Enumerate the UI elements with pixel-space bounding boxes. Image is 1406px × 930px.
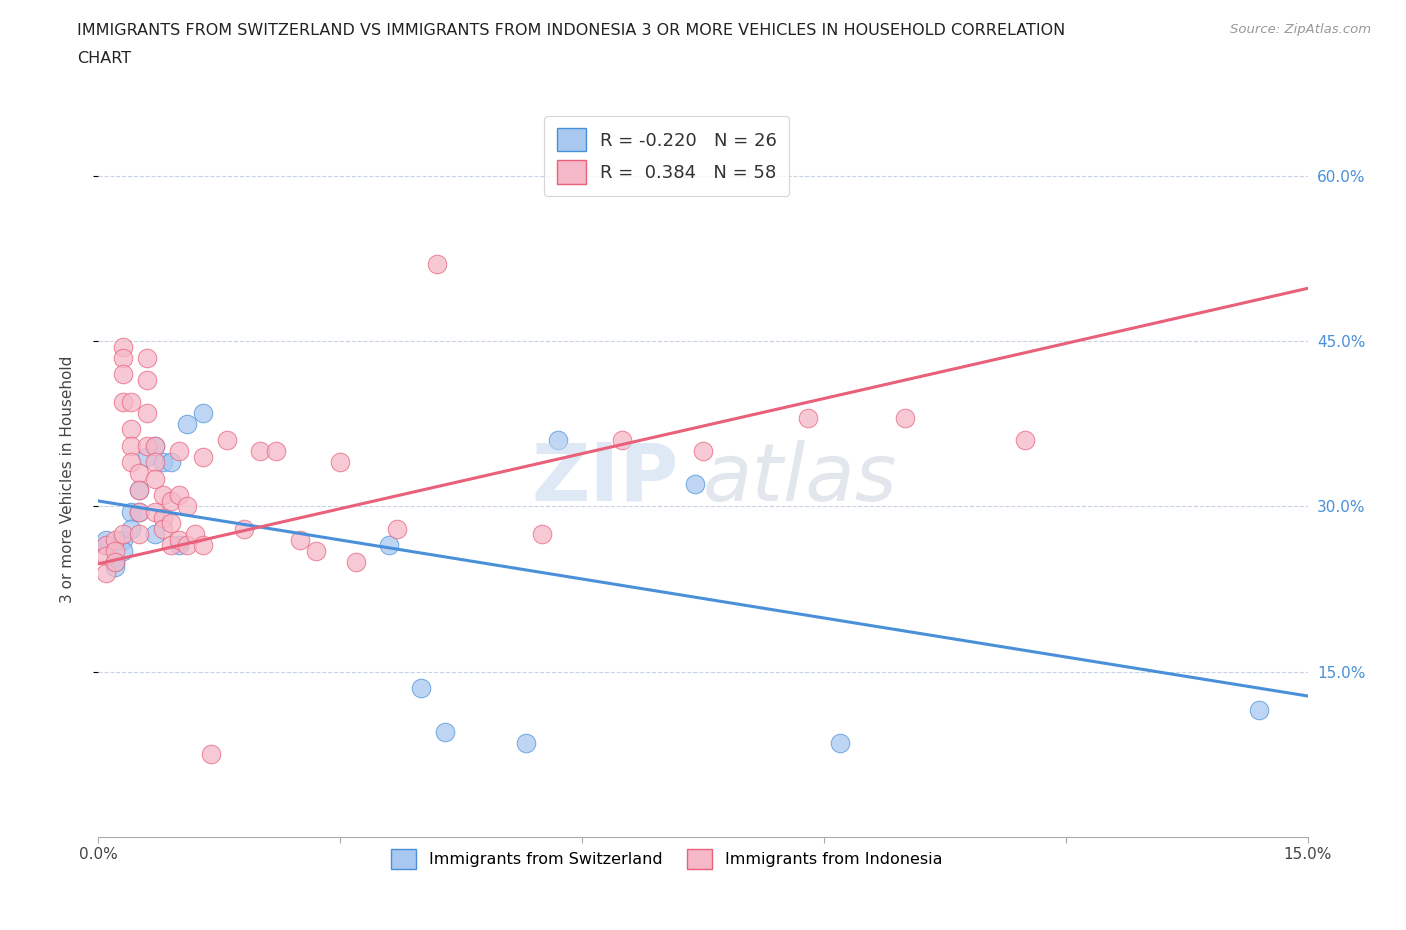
Point xyxy=(103,560,125,575)
Point xyxy=(288,532,311,547)
Point xyxy=(385,521,408,536)
Point xyxy=(547,433,569,448)
Point xyxy=(152,455,174,470)
Point xyxy=(692,444,714,458)
Point xyxy=(120,438,142,453)
Point xyxy=(249,444,271,458)
Point xyxy=(160,494,183,509)
Point xyxy=(103,532,125,547)
Point xyxy=(152,510,174,525)
Point xyxy=(135,351,157,365)
Point xyxy=(111,394,134,409)
Point xyxy=(160,455,183,470)
Point xyxy=(176,417,198,432)
Point xyxy=(96,565,118,580)
Point xyxy=(344,554,367,569)
Point xyxy=(193,538,215,552)
Point xyxy=(200,747,222,762)
Point xyxy=(128,505,150,520)
Point xyxy=(143,472,166,486)
Text: Source: ZipAtlas.com: Source: ZipAtlas.com xyxy=(1230,23,1371,36)
Point xyxy=(167,488,190,503)
Point xyxy=(1014,433,1036,448)
Point xyxy=(111,532,134,547)
Point xyxy=(128,505,150,520)
Point xyxy=(176,538,198,552)
Point xyxy=(135,405,157,420)
Point xyxy=(176,499,198,514)
Point xyxy=(612,433,634,448)
Point xyxy=(264,444,287,458)
Point xyxy=(152,488,174,503)
Y-axis label: 3 or more Vehicles in Household: 3 or more Vehicles in Household xyxy=(60,355,75,603)
Point xyxy=(167,444,190,458)
Point xyxy=(893,411,915,426)
Point xyxy=(120,394,142,409)
Point xyxy=(111,351,134,365)
Point xyxy=(103,554,125,569)
Point xyxy=(1249,703,1271,718)
Point xyxy=(111,543,134,558)
Point xyxy=(426,257,449,272)
Point xyxy=(217,433,239,448)
Text: atlas: atlas xyxy=(703,440,898,518)
Point xyxy=(111,366,134,381)
Point xyxy=(828,736,851,751)
Point xyxy=(530,526,553,541)
Point xyxy=(329,455,352,470)
Point xyxy=(143,505,166,520)
Point xyxy=(160,538,183,552)
Point xyxy=(184,526,207,541)
Point xyxy=(160,515,183,530)
Text: IMMIGRANTS FROM SWITZERLAND VS IMMIGRANTS FROM INDONESIA 3 OR MORE VEHICLES IN H: IMMIGRANTS FROM SWITZERLAND VS IMMIGRANT… xyxy=(77,23,1066,38)
Point xyxy=(96,549,118,564)
Point xyxy=(515,736,537,751)
Point xyxy=(96,538,118,552)
Point xyxy=(128,466,150,481)
Point xyxy=(120,521,142,536)
Legend: Immigrants from Switzerland, Immigrants from Indonesia: Immigrants from Switzerland, Immigrants … xyxy=(384,843,949,875)
Point xyxy=(120,505,142,520)
Point xyxy=(128,483,150,498)
Point xyxy=(135,449,157,464)
Point xyxy=(135,438,157,453)
Point xyxy=(305,543,328,558)
Point xyxy=(143,526,166,541)
Point xyxy=(193,405,215,420)
Point xyxy=(103,543,125,558)
Point xyxy=(120,455,142,470)
Point xyxy=(377,538,399,552)
Point xyxy=(143,438,166,453)
Text: ZIP: ZIP xyxy=(531,440,679,518)
Point xyxy=(167,532,190,547)
Point xyxy=(434,724,457,739)
Point xyxy=(152,521,174,536)
Point xyxy=(409,681,432,696)
Point xyxy=(128,483,150,498)
Point xyxy=(135,372,157,387)
Point xyxy=(96,532,118,547)
Text: CHART: CHART xyxy=(77,51,131,66)
Point xyxy=(128,526,150,541)
Point xyxy=(103,554,125,569)
Point xyxy=(797,411,820,426)
Point xyxy=(193,449,215,464)
Point xyxy=(232,521,254,536)
Point xyxy=(96,538,118,552)
Point xyxy=(111,526,134,541)
Point xyxy=(683,477,706,492)
Point xyxy=(120,422,142,437)
Point xyxy=(143,455,166,470)
Point xyxy=(143,438,166,453)
Point xyxy=(111,339,134,354)
Point xyxy=(167,538,190,552)
